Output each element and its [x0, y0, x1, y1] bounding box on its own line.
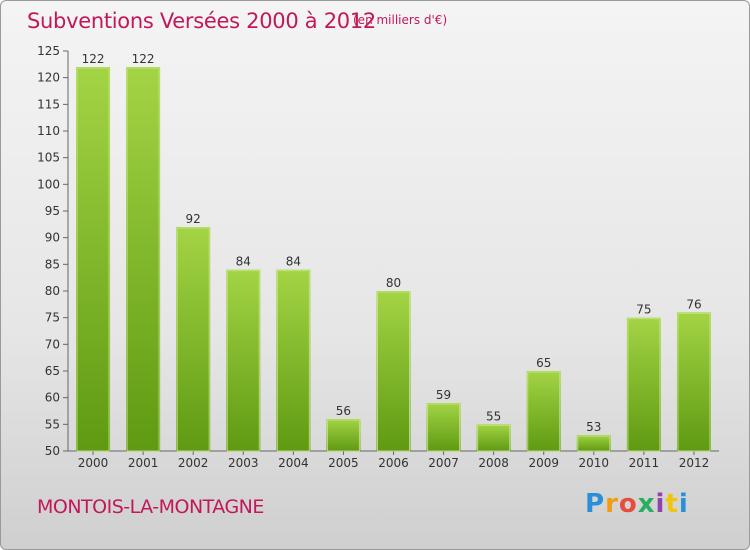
data-label: 59 [436, 388, 451, 402]
y-tick-label: 50 [45, 444, 60, 458]
data-label: 122 [132, 52, 155, 66]
chart-subtitle: (en milliers d'€) [353, 13, 448, 27]
data-label: 122 [82, 52, 105, 66]
bar-2000 [76, 67, 111, 451]
bar-highlight [226, 270, 260, 452]
bar-highlight [176, 227, 210, 452]
bar-highlight [427, 403, 461, 452]
bar-2002 [176, 227, 211, 451]
data-label: 80 [386, 276, 401, 290]
x-tick-label: 2007 [428, 456, 459, 470]
y-tick-label: 65 [45, 364, 60, 378]
bar-highlight [527, 371, 561, 452]
bar-highlight [326, 419, 360, 452]
bar-highlight [126, 67, 160, 452]
data-label: 76 [686, 297, 701, 311]
data-label: 84 [286, 255, 301, 269]
commune-name: MONTOIS-LA-MONTAGNE [37, 496, 264, 518]
bar-2009 [526, 371, 561, 451]
x-tick-label: 2008 [478, 456, 509, 470]
bar-2005 [326, 419, 361, 451]
x-tick-label: 2011 [629, 456, 660, 470]
bar-highlight [377, 291, 410, 452]
y-tick-label: 95 [45, 204, 60, 218]
bar-2001 [126, 67, 161, 451]
bar-highlight [577, 435, 611, 452]
y-tick-label: 105 [37, 151, 60, 165]
x-tick-label: 2005 [328, 456, 359, 470]
chart-title: Subventions Versées 2000 à 2012 [27, 9, 376, 33]
data-label: 53 [586, 420, 601, 434]
x-tick-label: 2006 [378, 456, 409, 470]
y-tick-label: 55 [45, 417, 60, 431]
x-tick-label: 2002 [178, 456, 209, 470]
bar-2012 [676, 312, 711, 451]
data-label: 75 [636, 303, 651, 317]
x-tick-label: 2001 [128, 456, 159, 470]
y-tick-label: 80 [45, 284, 60, 298]
x-tick-label: 2004 [278, 456, 309, 470]
x-tick-label: 2012 [679, 456, 710, 470]
bar-highlight [627, 318, 661, 452]
x-tick-label: 2009 [528, 456, 559, 470]
y-tick-label: 70 [45, 337, 60, 351]
x-tick-label: 2003 [228, 456, 259, 470]
x-tick-label: 2000 [78, 456, 109, 470]
data-label: 84 [236, 255, 251, 269]
bar-2011 [626, 317, 661, 451]
bar-highlight [677, 312, 711, 452]
y-tick-label: 90 [45, 231, 60, 245]
data-label: 65 [536, 356, 551, 370]
y-tick-label: 125 [37, 44, 60, 58]
data-label: 56 [336, 404, 351, 418]
y-tick-label: 115 [37, 97, 60, 111]
bar-highlight [276, 270, 310, 452]
data-labels: 122 122 92 84 84 56 80 59 55 65 53 75 76 [82, 52, 702, 434]
bar-2003 [226, 269, 261, 451]
y-tick-label: 60 [45, 391, 60, 405]
data-label: 92 [186, 212, 201, 226]
y-tick-label: 100 [37, 177, 60, 191]
y-tick-label: 75 [45, 311, 60, 325]
bar-2004 [276, 269, 311, 451]
bar-2010 [576, 435, 611, 451]
y-tick-label: 110 [37, 124, 60, 138]
axes: 50 55 60 65 70 75 80 85 90 95 100 105 110 115 120 125 20… [37, 44, 719, 470]
bar-2007 [426, 403, 461, 451]
x-tick-label: 2010 [579, 456, 610, 470]
bars [76, 67, 711, 452]
y-tick-label: 120 [37, 71, 60, 85]
bar-2008 [476, 424, 511, 451]
bar-highlight [76, 67, 110, 452]
bar-highlight [477, 424, 511, 452]
bar-2006 [376, 291, 411, 451]
y-tick-label: 85 [45, 257, 60, 271]
data-label: 55 [486, 409, 501, 423]
proxiti-logo: Proxiti [585, 489, 689, 519]
